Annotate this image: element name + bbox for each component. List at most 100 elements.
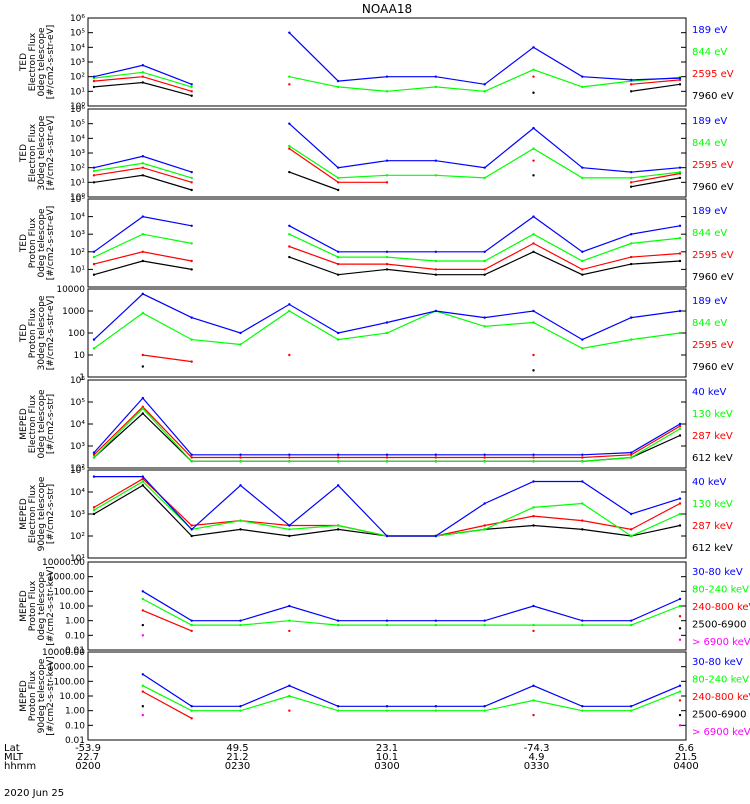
y-axis-label-line: TED (19, 324, 29, 343)
data-point (141, 407, 145, 410)
data-point (288, 31, 291, 34)
data-point (92, 169, 96, 173)
legend-entry: 2500-6900 (692, 620, 747, 631)
data-point (678, 615, 682, 618)
data-point (190, 460, 193, 463)
data-point (678, 724, 682, 727)
y-axis-label-line: MEPED (19, 498, 29, 530)
data-point (385, 453, 389, 456)
data-point (385, 534, 389, 538)
orbit-tick-label: 23.1 (376, 743, 398, 754)
data-point (629, 338, 633, 341)
data-point (141, 311, 145, 315)
y-tick-label: 10¹ (70, 87, 85, 97)
legend-entry: 7960 eV (692, 362, 734, 373)
data-point (678, 309, 682, 313)
data-point (434, 250, 438, 253)
data-point (483, 705, 486, 708)
data-point (288, 534, 291, 538)
data-point (532, 604, 535, 608)
y-tick-label: 10⁴ (70, 134, 85, 144)
data-point (288, 255, 291, 259)
y-tick-label: 10³ (70, 510, 85, 520)
data-point (190, 524, 193, 527)
legend-entry: 189 eV (692, 116, 727, 127)
data-point (678, 497, 682, 500)
y-axis-label-line: TED (19, 234, 29, 253)
data-point (532, 456, 535, 459)
data-point (532, 46, 535, 49)
y-axis-label-line: MEPED (19, 590, 29, 622)
data-point (629, 528, 633, 531)
legend-entry: 7960 eV (692, 91, 734, 102)
legend-entry: 612 keV (692, 453, 733, 464)
panel-frame (87, 198, 687, 288)
y-axis-label-line: 0deg telescope (37, 27, 47, 97)
y-axis-label-line: [#/cm2-s-str-keV] (46, 566, 56, 645)
data-point (678, 713, 682, 717)
data-point (141, 623, 145, 627)
data-point (190, 528, 193, 531)
data-point (92, 75, 96, 78)
data-point (629, 512, 633, 516)
data-point (288, 147, 291, 150)
data-point (483, 528, 486, 531)
data-point (629, 623, 633, 627)
y-tick-label: 100.00 (54, 587, 86, 597)
data-point (629, 705, 633, 708)
data-point (92, 79, 96, 83)
legend-entry: 189 eV (692, 25, 727, 36)
data-point (532, 159, 535, 162)
data-point (581, 85, 584, 89)
data-point (336, 250, 340, 253)
y-tick-label: 1.00 (65, 617, 85, 627)
data-point (239, 484, 242, 487)
data-point (483, 83, 486, 86)
data-point (385, 75, 389, 78)
y-axis-label: TEDProton Flux0deg telescope[#/cm2-s-str… (19, 206, 56, 281)
legend-entry: 30-80 keV (692, 657, 743, 668)
data-point (581, 250, 584, 253)
orbit-tick-label: 0300 (374, 761, 399, 772)
series-line (93, 407, 681, 462)
data-point (92, 475, 96, 478)
y-tick-label: 10⁰ (70, 102, 85, 112)
data-point (141, 684, 145, 687)
data-point (581, 528, 584, 531)
data-point (678, 224, 682, 228)
y-axis-label: TEDElectron Flux30deg telescope[#/cm2-s-… (19, 115, 56, 190)
data-point (141, 705, 145, 708)
data-point (629, 316, 633, 319)
data-point (385, 709, 389, 712)
data-point (190, 316, 193, 319)
series-line (93, 148, 681, 183)
data-point (532, 353, 535, 357)
data-point (141, 292, 145, 296)
y-tick-label: 10² (70, 73, 85, 83)
legend-entry: 2595 eV (692, 340, 734, 351)
data-point (239, 331, 242, 335)
y-axis-label-line: [#/cm2-s-str-eV] (46, 206, 56, 281)
orbit-tick-label: 21.5 (675, 752, 697, 763)
data-point (336, 705, 340, 708)
data-point (483, 524, 486, 527)
data-point (483, 453, 486, 456)
panel-frame (87, 17, 687, 107)
data-point (141, 250, 145, 253)
y-axis-label-line: [#/cm2-s-str-eV] (46, 296, 56, 371)
y-tick-label: 1 (79, 373, 85, 383)
orbit-tick-label: 0330 (524, 761, 549, 772)
y-axis-label-line: Proton Flux (28, 580, 38, 631)
y-tick-label: 10⁰ (70, 193, 85, 203)
y-axis-label-line: [#/cm2-s-str] (46, 484, 56, 544)
data-point (92, 166, 96, 169)
data-point (336, 273, 340, 276)
data-point (532, 321, 535, 324)
y-axis-label-line: TED (19, 53, 29, 72)
y-axis-label-line: 90deg telescope (37, 658, 47, 733)
data-point (288, 144, 291, 148)
data-point (141, 597, 145, 601)
y-tick-label: 1000 (62, 307, 85, 317)
data-point (92, 451, 96, 454)
data-point (434, 705, 438, 708)
